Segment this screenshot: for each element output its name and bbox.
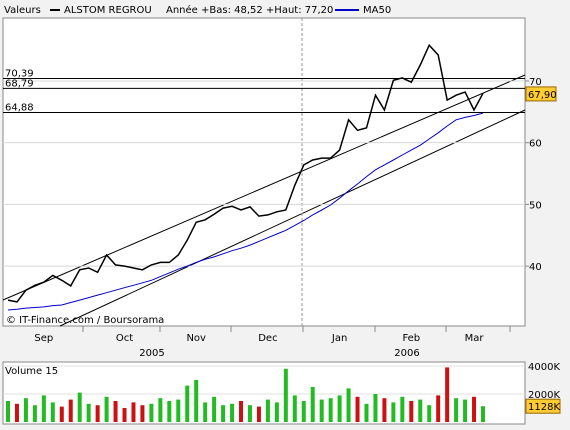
support-label: 68,79 <box>5 78 34 89</box>
volume-bar <box>203 402 208 422</box>
volume-bar <box>113 401 118 422</box>
volume-bar <box>454 398 459 422</box>
volume-bar <box>221 405 226 422</box>
volume-bar <box>391 402 396 422</box>
volume-bar <box>445 367 450 422</box>
volume-bar <box>355 396 360 422</box>
volume-bar <box>6 401 10 422</box>
volume-bar <box>167 401 172 422</box>
volume-bar <box>382 398 387 422</box>
volume-bar <box>41 395 46 422</box>
volume-bar <box>131 402 136 422</box>
volume-bar <box>149 403 154 422</box>
volume-bar <box>194 380 199 422</box>
last-volume-box <box>525 398 561 414</box>
volume-bar <box>265 399 270 422</box>
volume-bar <box>50 402 55 422</box>
volume-bar <box>427 405 432 422</box>
volume-bar <box>14 403 19 422</box>
volume-bar <box>481 406 485 422</box>
volume-bar <box>292 395 297 422</box>
volume-bar <box>364 403 369 422</box>
chart-title: Valeurs <box>4 5 41 16</box>
volume-bar <box>239 401 244 422</box>
volume-bar <box>436 395 441 422</box>
subtitle: Année +Bas: 48,52 +Haut: 77,20 <box>166 4 333 16</box>
y-tick-label: 70 <box>529 77 542 88</box>
volume-bar <box>283 368 288 422</box>
support-label: 70,39 <box>5 69 34 80</box>
volume-bar <box>32 405 37 422</box>
volume-bar <box>122 408 127 422</box>
y-tick-label: 40 <box>529 262 542 273</box>
x-tick-label: Dec <box>258 333 277 344</box>
volume-bar <box>176 399 181 422</box>
volume-bar <box>472 396 477 422</box>
volume-bar <box>409 401 414 422</box>
volume-bar <box>86 403 91 422</box>
volume-bar <box>337 395 342 422</box>
volume-bar <box>373 394 378 422</box>
volume-bar <box>104 396 109 422</box>
x-tick-label: Oct <box>116 333 133 344</box>
y-tick-label: 2000K <box>528 390 560 401</box>
support-label: 64,88 <box>5 103 34 114</box>
volume-bar <box>185 385 190 422</box>
volume-bar <box>158 398 163 422</box>
legend-label: ALSTOM REGROU <box>64 5 152 16</box>
legend-label: MA50 <box>363 5 391 16</box>
volume-bar <box>328 398 333 422</box>
last-price-label: 67,90 <box>528 90 557 101</box>
y-tick-label: 50 <box>529 200 542 211</box>
volume-bar <box>68 399 73 422</box>
volume-bar <box>212 396 217 422</box>
volume-bar <box>301 401 306 422</box>
x-tick-label: Sep <box>34 333 53 344</box>
ma-line <box>7 112 484 311</box>
year-label: 2006 <box>394 348 419 359</box>
y-tick-label: 4000K <box>528 362 560 373</box>
x-tick-label: Mar <box>465 333 485 344</box>
source: © IT-Finance.com / Boursorama <box>6 315 164 326</box>
volume-bar <box>346 388 351 422</box>
price-line <box>7 43 484 303</box>
year-label: 2005 <box>139 348 164 359</box>
last-volume-label: 1128K <box>528 402 560 413</box>
volume-bar <box>418 399 423 422</box>
volume-bar <box>95 405 100 422</box>
trend-line <box>59 109 526 327</box>
volume-bar <box>463 399 468 422</box>
volume-bar <box>319 399 324 422</box>
volume-bar <box>274 402 279 422</box>
x-tick-label: Jan <box>331 333 347 344</box>
volume-bar <box>140 405 145 422</box>
last-price-box <box>525 86 557 102</box>
volume-bar <box>400 396 405 422</box>
volume-bar <box>310 387 315 422</box>
volume-bar <box>59 406 64 422</box>
x-tick-label: Feb <box>402 333 420 344</box>
volume-bar <box>256 406 261 422</box>
volume-title: Volume 15 <box>5 366 58 377</box>
y-tick-label: 60 <box>529 139 542 150</box>
volume-bar <box>77 392 82 422</box>
volume-bar <box>247 405 252 422</box>
x-tick-label: Nov <box>186 333 206 344</box>
volume-bar <box>230 403 235 422</box>
volume-bar <box>23 398 28 422</box>
price-panel <box>2 17 526 327</box>
